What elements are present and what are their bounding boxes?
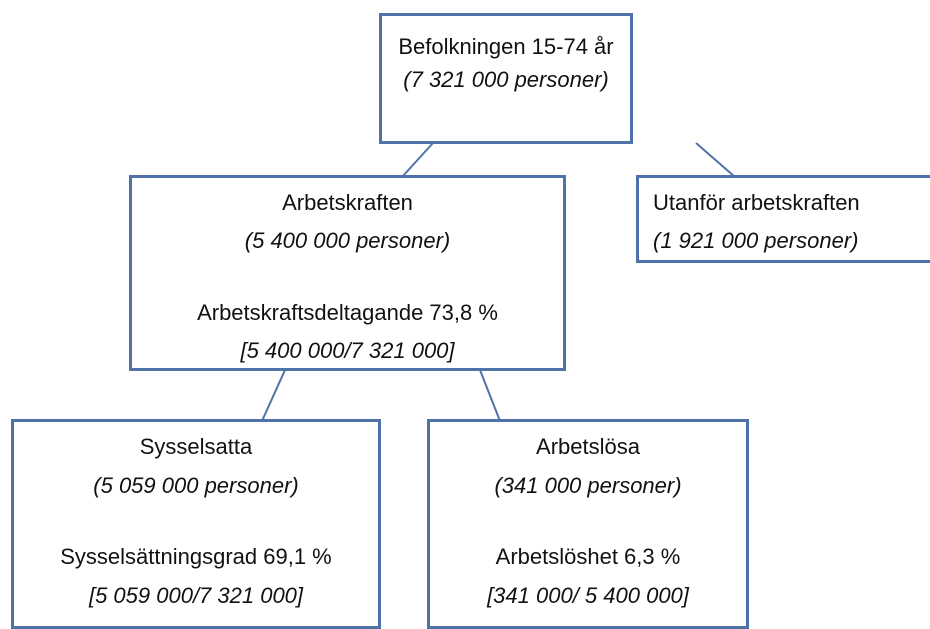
- node-count: (341 000 personer): [494, 473, 682, 498]
- node-label: Utanför arbetskraften: [653, 190, 860, 215]
- node-box: Utanför arbetskraften (1 921 000 persone…: [636, 175, 930, 263]
- node-label: Arbetslösa: [536, 434, 640, 459]
- node-formula: [341 000/ 5 400 000]: [487, 583, 689, 608]
- connector: [401, 142, 434, 178]
- node-formula: [5 059 000/7 321 000]: [88, 583, 304, 608]
- node-box: Sysselsatta (5 059 000 personer) Syssels…: [11, 419, 381, 629]
- node-rate: Arbetslöshet 6,3 %: [495, 544, 681, 569]
- node-box: Befolkningen 15-74 år (7 321 000 persone…: [379, 13, 633, 144]
- node-label: Sysselsatta: [139, 434, 253, 459]
- node-label: Befolkningen 15-74 år: [398, 34, 614, 59]
- page: {"nodes": [ {"lines": ["Befolkningen 15-…: [11, 13, 930, 629]
- node-count: (5 400 000 personer): [244, 228, 451, 253]
- node-count: (7 321 000 personer): [403, 67, 609, 92]
- node-label: Arbetskraften: [282, 190, 413, 215]
- node-rate: Arbetskraftsdeltagande 73,8 %: [197, 300, 498, 325]
- node-box: Arbetskraften (5 400 000 personer) Arbet…: [129, 175, 566, 371]
- node-count: (1 921 000 personer): [653, 228, 859, 253]
- connector: [261, 369, 286, 422]
- connectors: [261, 142, 736, 422]
- connector: [479, 369, 501, 422]
- connector: [695, 142, 736, 178]
- node-formula: [5 400 000/7 321 000]: [240, 338, 455, 363]
- node-rate: Sysselsättningsgrad 69,1 %: [60, 544, 332, 569]
- node-count: (5 059 000 personer): [93, 473, 299, 498]
- node-box: Arbetslösa (341 000 personer) Arbetslösh…: [427, 419, 749, 629]
